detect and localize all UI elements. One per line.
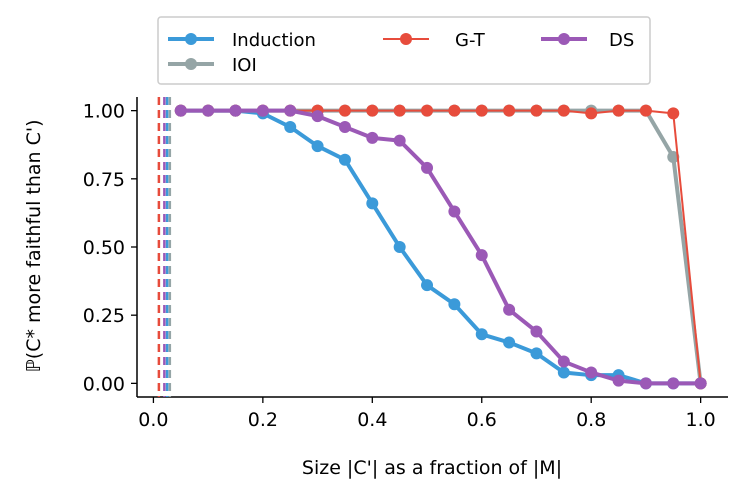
x-tick-label: 0.8	[576, 409, 606, 431]
data-point-3	[229, 104, 242, 117]
data-point-3	[667, 377, 680, 390]
series-line-1	[180, 108, 703, 384]
series-line-0	[180, 108, 701, 386]
data-point-3	[366, 131, 379, 144]
data-point-0	[530, 347, 543, 360]
data-point-3	[284, 104, 297, 117]
data-point-3	[448, 205, 461, 218]
data-point-2	[393, 104, 406, 117]
data-point-0	[557, 366, 570, 379]
y-tick-label: 0.75	[83, 169, 125, 191]
data-point-0	[503, 336, 516, 349]
data-point-0	[448, 298, 461, 311]
y-tick-label: 0.25	[83, 305, 125, 327]
data-point-2	[557, 104, 570, 117]
data-point-3	[256, 104, 269, 117]
data-point-0	[338, 153, 351, 166]
legend-label-induction: Induction	[232, 30, 316, 51]
legend-label-gt: G-T	[455, 30, 486, 51]
legend-label-ioi: IOI	[232, 55, 257, 76]
x-tick-label: 0.6	[467, 409, 497, 431]
data-point-2	[366, 104, 379, 117]
data-point-0	[393, 241, 406, 253]
legend-entry-gt: G-T	[383, 30, 486, 51]
data-point-0	[311, 140, 324, 153]
data-point-3	[421, 161, 434, 174]
data-point-2	[639, 104, 652, 117]
data-point-3	[174, 104, 187, 117]
x-axis-label: Size |C'| as a fraction of |M|	[302, 457, 562, 479]
data-point-2	[667, 107, 680, 120]
data-point-2	[338, 104, 351, 117]
data-point-2	[530, 104, 543, 117]
data-point-2	[503, 104, 516, 117]
data-point-2	[585, 107, 598, 120]
y-tick-label: 0.50	[83, 237, 125, 259]
series-line-3	[180, 108, 701, 386]
legend-label-ds: DS	[609, 30, 634, 51]
data-point-1	[667, 151, 680, 163]
data-point-0	[475, 328, 488, 341]
data-point-3	[503, 303, 516, 316]
data-point-0	[366, 197, 379, 210]
legend: Induction IOI G-T DS	[157, 16, 651, 85]
data-point-3	[338, 121, 351, 133]
x-tick-label: 1.0	[686, 409, 716, 431]
x-tick-label: 0.4	[357, 409, 387, 431]
data-point-3	[393, 134, 406, 147]
data-point-2	[475, 104, 488, 117]
data-point-3	[585, 366, 598, 379]
data-point-3	[475, 249, 488, 262]
y-tick-label: 1.00	[83, 101, 125, 123]
data-point-2	[448, 104, 461, 117]
legend-entry-ds: DS	[541, 30, 634, 51]
data-point-3	[311, 110, 324, 123]
data-point-2	[421, 104, 434, 117]
data-point-3	[530, 325, 543, 338]
data-point-3	[202, 104, 215, 117]
y-tick-label: 0.00	[83, 373, 125, 395]
x-tick-label: 0.0	[138, 409, 168, 431]
data-point-0	[284, 121, 297, 133]
data-point-0	[421, 279, 434, 292]
data-point-3	[639, 377, 652, 390]
y-axis-label: ℙ(C* more faithful than C')	[23, 119, 45, 372]
data-point-3	[557, 355, 570, 368]
data-point-3	[612, 374, 625, 387]
plot-area: 0.0 0.2 0.4 0.6 0.8 1.0 0.00 0.25 0.50 0.75 1.00	[83, 97, 728, 431]
data-point-3	[694, 377, 707, 390]
x-tick-label: 0.2	[248, 409, 278, 431]
legend-entry-induction: Induction	[168, 30, 316, 51]
legend-entry-ioi: IOI	[168, 55, 257, 76]
data-point-2	[612, 104, 625, 117]
series-line-2	[180, 109, 702, 384]
